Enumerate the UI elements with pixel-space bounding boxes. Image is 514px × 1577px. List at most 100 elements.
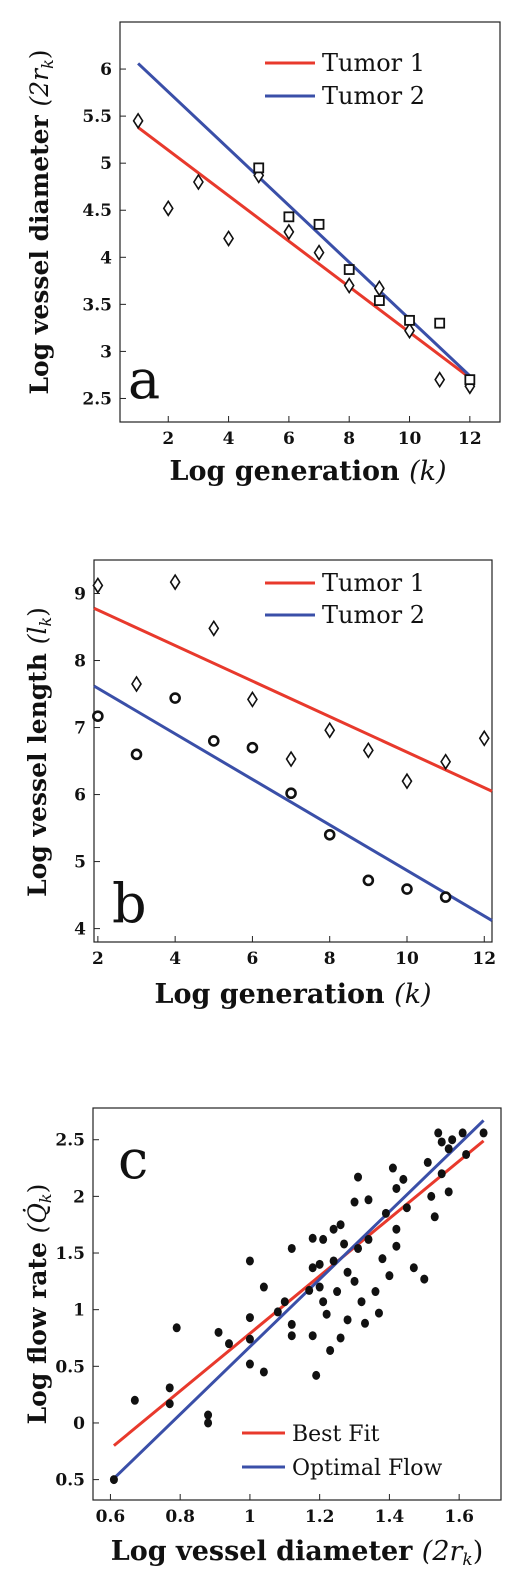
panel-a-legend: Tumor 1 Tumor 2 — [265, 49, 425, 110]
dot-marker — [333, 1287, 342, 1297]
dot-marker — [109, 1475, 118, 1485]
diamond-marker — [404, 322, 415, 340]
legend-label-a-tumor-2: Tumor 2 — [322, 82, 425, 110]
diamond-marker — [92, 576, 104, 594]
panel-a-y-tick-label: 3 — [100, 342, 112, 362]
diamond-marker — [208, 619, 220, 637]
panel-a-label: a — [128, 348, 160, 411]
dot-marker — [420, 1274, 429, 1284]
panel-b-y-tick-label: 9 — [74, 585, 86, 605]
dot-marker — [326, 1345, 335, 1355]
square-marker — [434, 317, 446, 329]
panel-a-y-tick-label: 3.5 — [82, 295, 112, 315]
dot-marker — [315, 1259, 324, 1269]
diamond-marker — [192, 173, 204, 191]
dot-marker — [354, 1243, 363, 1253]
diamond-marker — [313, 244, 325, 262]
dot-marker — [245, 1334, 254, 1344]
square-marker — [253, 162, 265, 174]
dot-marker — [319, 1234, 328, 1244]
circle-marker — [207, 735, 220, 747]
diamond-marker — [440, 753, 452, 771]
dot-marker — [385, 1271, 394, 1281]
dot-marker — [364, 1234, 373, 1244]
dot-marker — [462, 1149, 471, 1159]
dot-marker — [479, 1128, 488, 1138]
panel-a-y-tick-label: 5.5 — [82, 107, 112, 127]
dot-marker — [287, 1319, 296, 1329]
square-marker — [343, 264, 355, 275]
dot-marker — [340, 1239, 349, 1249]
panel-b-points — [92, 573, 490, 903]
circle-marker — [130, 748, 143, 761]
dot-marker — [259, 1367, 268, 1377]
panel-b-y-tick-label: 8 — [74, 652, 86, 672]
circle-marker — [92, 710, 104, 722]
panel-a-fit-lines — [137, 62, 471, 379]
panel-c-y-tick-label: 2 — [73, 1187, 85, 1207]
dot-marker — [329, 1256, 338, 1266]
dot-marker — [172, 1323, 181, 1333]
diamond-marker — [343, 277, 355, 295]
dot-marker — [392, 1183, 401, 1193]
dot-marker — [427, 1191, 436, 1201]
dot-marker — [371, 1287, 380, 1297]
dot-marker — [364, 1195, 373, 1205]
panel-c-fit-line-best-fit — [112, 1139, 485, 1447]
dot-marker — [312, 1370, 321, 1380]
dot-marker — [388, 1163, 397, 1173]
panel-c-ticks: 0.6 0.8 1 1.2 1.4 1.6 0.5 0 0.5 1 1.5 2 2.5 — [55, 1131, 474, 1527]
square-marker — [404, 314, 415, 326]
panel-c-y-tick-label: 1 — [73, 1301, 85, 1321]
panel-b-y-tick-label: 4 — [74, 920, 86, 940]
panel-a-x-tick-label: 12 — [458, 429, 482, 449]
dot-marker — [308, 1331, 317, 1341]
dot-marker — [357, 1297, 366, 1307]
diamond-marker — [162, 199, 174, 217]
panel-c-points — [109, 1128, 488, 1485]
panel-a-y-axis-label: Log vessel diameter (2rk) — [25, 49, 57, 394]
dot-marker — [273, 1307, 282, 1317]
dot-marker — [329, 1224, 338, 1234]
diamond-marker — [478, 729, 490, 747]
dot-marker — [259, 1282, 268, 1292]
panel-b-x-tick-label: 2 — [92, 949, 104, 969]
panel-b-label: b — [112, 872, 147, 935]
panel-c-label: c — [118, 1128, 148, 1191]
dot-marker — [458, 1128, 467, 1138]
dot-marker — [287, 1331, 296, 1341]
panel-b-y-tick-label: 7 — [74, 719, 86, 739]
dot-marker — [361, 1318, 369, 1328]
dot-marker — [374, 1308, 383, 1318]
diamond-marker — [285, 750, 297, 768]
dot-marker — [336, 1220, 345, 1230]
panel-b-x-tick-label: 6 — [247, 949, 259, 969]
dot-marker — [322, 1309, 331, 1319]
panel-c-plot-frame — [92, 1107, 502, 1501]
panel-a-fit-line-tumor-2 — [137, 62, 471, 377]
panel-b-y-tick-label: 5 — [74, 853, 86, 873]
dot-marker — [378, 1254, 387, 1264]
dot-marker — [350, 1276, 359, 1286]
panel-a-y-tick-label: 5 — [100, 154, 112, 174]
panel-a-x-tick-label: 6 — [283, 429, 295, 449]
diamond-marker — [131, 675, 142, 693]
dot-marker — [204, 1418, 213, 1428]
panel-a-x-tick-label: 2 — [162, 429, 174, 449]
panel-a-fit-line-tumor-1 — [137, 126, 471, 379]
panel-a-y-tick-label: 6 — [100, 60, 112, 80]
dot-marker — [350, 1197, 359, 1207]
panel-b-legend: Tumor 1 Tumor 2 — [265, 569, 425, 629]
dot-marker — [444, 1144, 453, 1154]
legend-label-c-optimal-flow: Optimal Flow — [292, 1456, 443, 1481]
dot-marker — [430, 1212, 439, 1222]
circle-marker — [439, 891, 452, 903]
panel-a-plot-frame — [119, 21, 501, 423]
panel-a-ticks: 2 4 6 8 10 12 2.5 3 3.5 4 4.5 5 5.5 6 — [82, 60, 481, 449]
panel-a-x-tick-label: 4 — [223, 429, 235, 449]
panel-c-fit-line-optimal-flow — [112, 1119, 485, 1480]
panel-c-y-tick-label: 0 — [73, 1414, 85, 1434]
panel-a: 2 4 6 8 10 12 2.5 3 3.5 4 4.5 5 5.5 6 Tumor 1 Tumor 2… — [25, 21, 501, 487]
diamond-marker — [223, 229, 235, 247]
